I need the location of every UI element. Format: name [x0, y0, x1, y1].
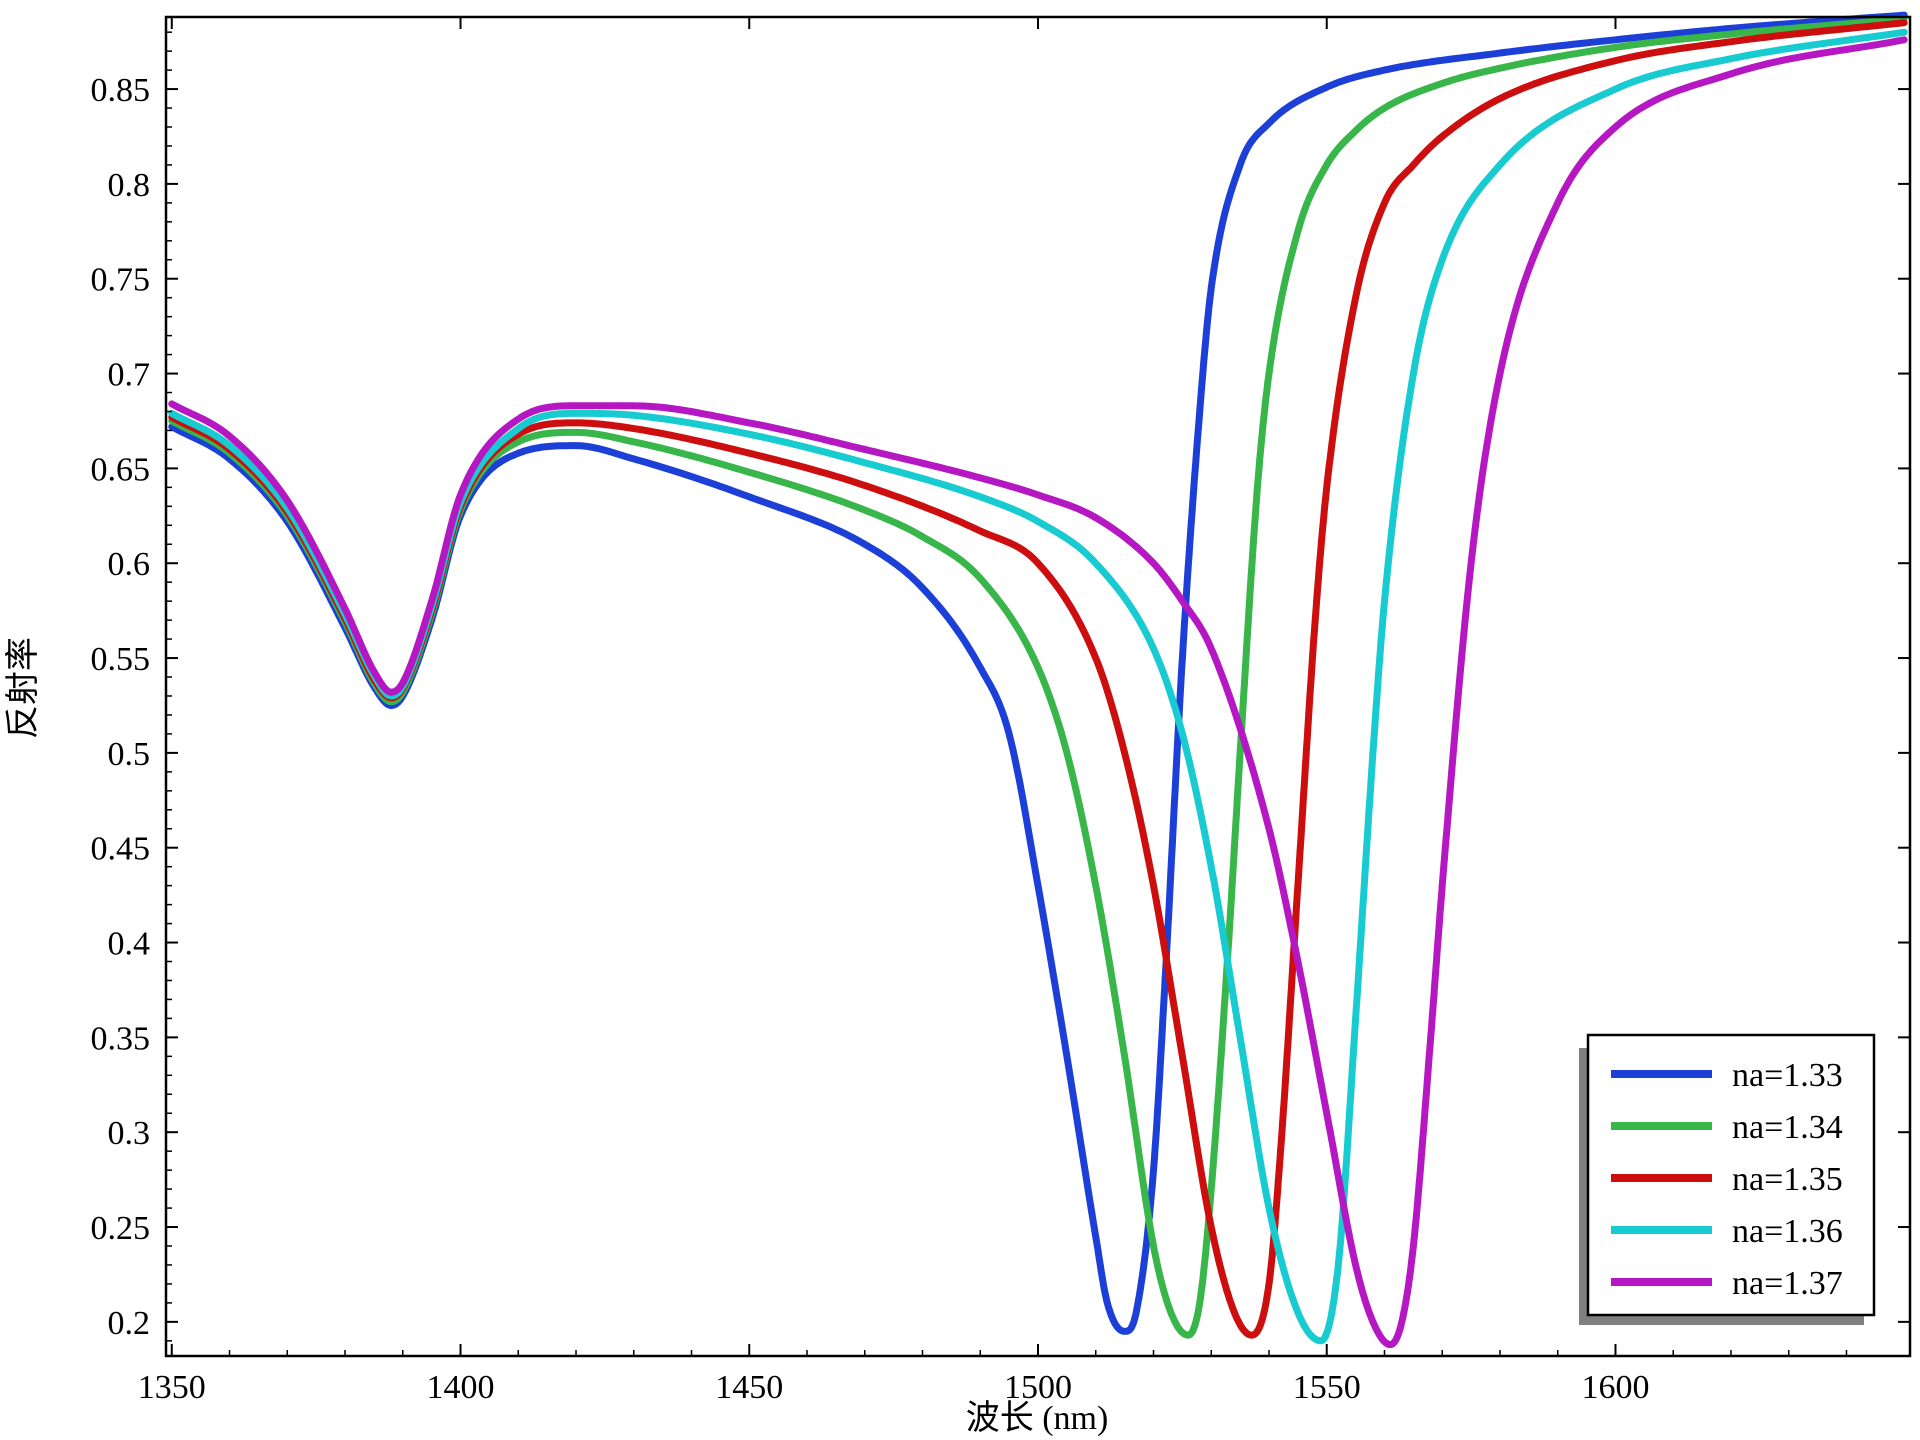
series-line-5	[168, 36, 1908, 1349]
y-tick-label: 0.3	[108, 1115, 151, 1152]
y-tick-label: 0.35	[91, 1020, 151, 1057]
x-tick-label: 1600	[1581, 1369, 1649, 1406]
y-tick-label: 0.8	[108, 167, 151, 204]
y-tick-label: 0.65	[91, 451, 151, 488]
x-axis-ticks: 1350 1400 1450 1500 1550 1600	[138, 17, 1848, 1406]
y-tick-label: 0.7	[108, 357, 151, 394]
legend: na=1.33 na=1.34 na=1.35 na=1.36 na=1.37	[1579, 1033, 1876, 1325]
legend-label: na=1.33	[1732, 1057, 1843, 1094]
y-tick-label: 0.6	[108, 546, 151, 583]
legend-label: na=1.37	[1732, 1265, 1843, 1302]
x-tick-label: 1450	[715, 1369, 783, 1406]
y-axis-label: 反射率	[4, 637, 42, 739]
y-tick-label: 0.55	[91, 641, 151, 678]
x-tick-label: 1550	[1293, 1369, 1361, 1406]
y-tick-label: 0.85	[91, 72, 151, 109]
legend-label: na=1.36	[1732, 1213, 1843, 1250]
legend-items: na=1.33 na=1.34 na=1.35 na=1.36 na=1.37	[1611, 1057, 1843, 1302]
y-tick-label: 0.45	[91, 831, 151, 868]
x-tick-label: 1400	[427, 1369, 495, 1406]
x-tick-label: 1350	[138, 1369, 206, 1406]
x-tick-label: 1500	[1004, 1369, 1072, 1406]
y-tick-label: 0.5	[108, 736, 151, 773]
x-axis-label: 波长 (nm)	[966, 1399, 1109, 1437]
y-tick-label: 0.2	[108, 1305, 151, 1342]
y-axis-ticks: 0.2 0.25 0.3 0.35 0.4 0.45 0.5 0.55 0.6 0.65 0.7 0.…	[91, 31, 1910, 1342]
y-tick-label: 0.75	[91, 262, 151, 299]
y-tick-label: 0.25	[91, 1210, 151, 1247]
legend-label: na=1.35	[1732, 1161, 1843, 1198]
legend-label: na=1.34	[1732, 1109, 1843, 1146]
y-tick-label: 0.4	[108, 926, 151, 963]
series-layer	[168, 11, 1908, 1349]
